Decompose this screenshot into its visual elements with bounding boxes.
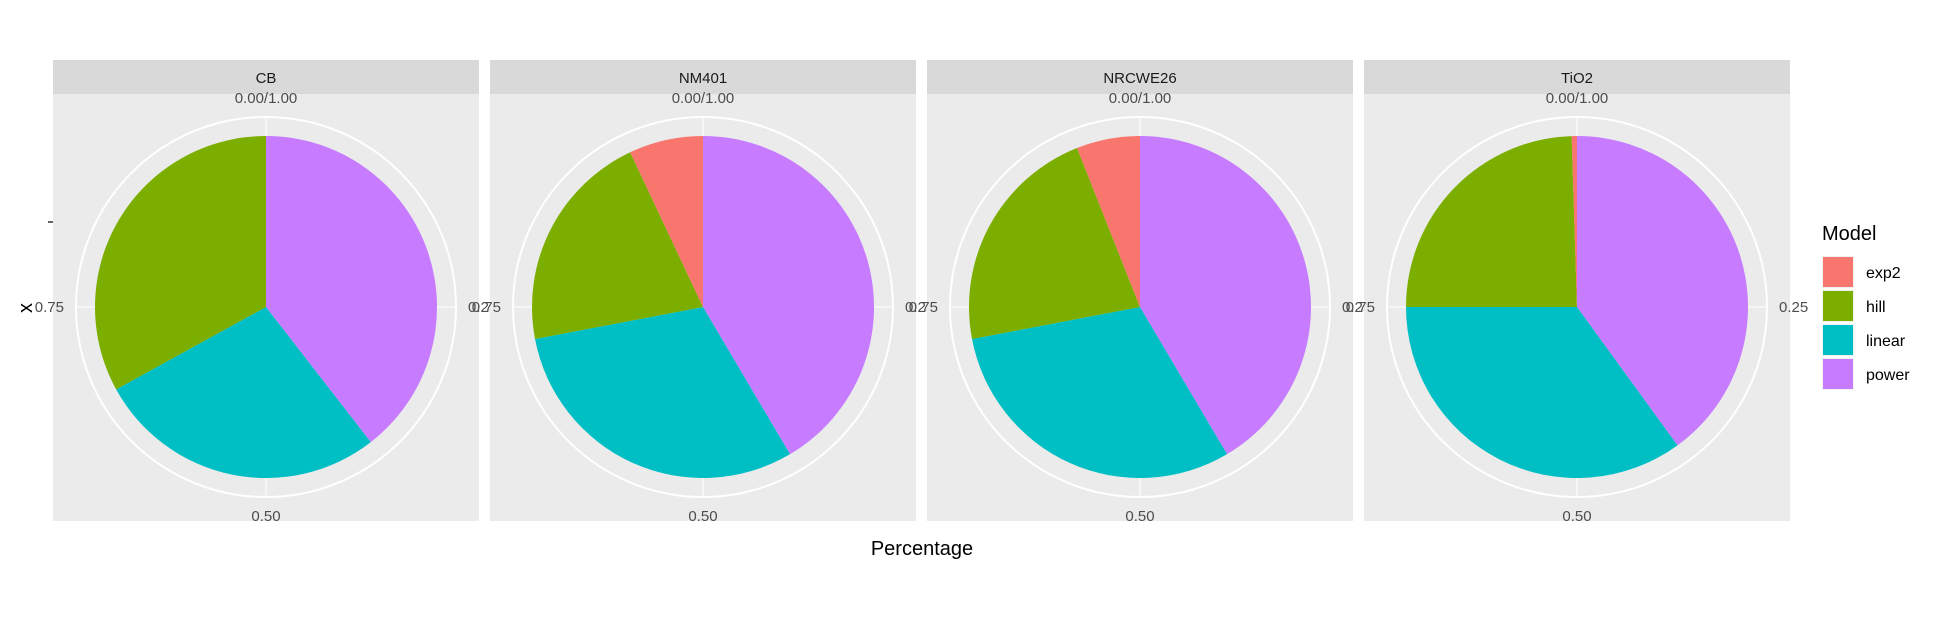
- legend-item-power: power: [1822, 358, 1910, 390]
- facet-strip-label: TiO2: [1561, 70, 1593, 87]
- pie-slice-linear: [116, 307, 371, 478]
- pie-slice-linear: [1406, 307, 1678, 478]
- facet-panel: CB 0.00/1.00 0.25 0.50 0.75: [35, 60, 497, 525]
- facet-panel: NM401 0.00/1.00 0.25 0.50 0.75: [472, 60, 934, 525]
- pie-slice-exp2: [1571, 136, 1577, 307]
- legend-swatch-exp2: [1823, 257, 1853, 287]
- pie-slice-power: [266, 136, 437, 443]
- angular-tick-label: 0.00/1.00: [672, 90, 735, 107]
- angular-tick-label: 0.50: [688, 508, 717, 525]
- angular-tick-label: 0.25: [1779, 299, 1808, 316]
- legend-label: linear: [1866, 333, 1906, 350]
- facet-strip-label: NM401: [679, 70, 727, 87]
- angular-tick-label: 0.75: [1346, 299, 1375, 316]
- angular-tick-label: 0.75: [909, 299, 938, 316]
- angular-tick-label: 0.50: [1125, 508, 1154, 525]
- angular-tick-label: 0.25: [1342, 299, 1371, 316]
- y-axis-title: x: [15, 303, 37, 313]
- angular-tick-label: 0.00/1.00: [1109, 90, 1172, 107]
- pie-slice-hill: [532, 152, 703, 340]
- pie-slice-exp2: [630, 136, 703, 307]
- facet-strip: [53, 60, 479, 94]
- angular-tick-label: 0.00/1.00: [1546, 90, 1609, 107]
- facet-strip-label: CB: [256, 70, 277, 87]
- legend-title: Model: [1822, 223, 1876, 245]
- pie-slice-hill: [1406, 136, 1577, 307]
- legend-item-exp2: exp2: [1822, 256, 1901, 288]
- facet-strip: [1364, 60, 1790, 94]
- legend-swatch-power: [1823, 359, 1853, 389]
- legend-item-hill: hill: [1822, 290, 1886, 322]
- angular-tick-label: 0.50: [1562, 508, 1591, 525]
- legend-swatch-hill: [1823, 291, 1853, 321]
- pie-slice-linear: [972, 307, 1228, 478]
- angular-tick-label: 0.75: [35, 299, 64, 316]
- pie-slice-power: [1577, 136, 1748, 446]
- facet-panel: NRCWE26 0.00/1.00 0.25 0.50 0.75: [909, 60, 1371, 525]
- angular-tick-label: 0.50: [251, 508, 280, 525]
- angular-tick-label: 0.25: [468, 299, 497, 316]
- pie-slice-hill: [95, 136, 266, 390]
- angular-tick-label: 0.75: [472, 299, 501, 316]
- pie-slice-hill: [969, 148, 1140, 340]
- legend-label: exp2: [1866, 265, 1901, 282]
- pie-slice-power: [703, 136, 875, 455]
- facet-strip: [927, 60, 1353, 94]
- pie-slice-power: [1140, 136, 1312, 455]
- x-axis-title: Percentage: [871, 538, 973, 560]
- pie-slice-linear: [535, 307, 791, 478]
- facet-panel: TiO2 0.00/1.00 0.25 0.50 0.75: [1346, 60, 1808, 525]
- angular-tick-label: 0.00/1.00: [235, 90, 298, 107]
- legend: Model exp2 hill linear power: [1822, 223, 1910, 390]
- legend-swatch-linear: [1823, 325, 1853, 355]
- facet-panels: CB 0.00/1.00 0.25 0.50 0.75 NM401 0.00/1.00 0.2…: [35, 60, 1808, 525]
- facet-strip: [490, 60, 916, 94]
- angular-tick-label: 0.25: [905, 299, 934, 316]
- legend-item-linear: linear: [1822, 324, 1906, 356]
- facet-strip-label: NRCWE26: [1103, 70, 1176, 87]
- pie-slice-exp2: [1077, 136, 1140, 307]
- legend-label: hill: [1866, 299, 1886, 316]
- legend-label: power: [1866, 367, 1910, 384]
